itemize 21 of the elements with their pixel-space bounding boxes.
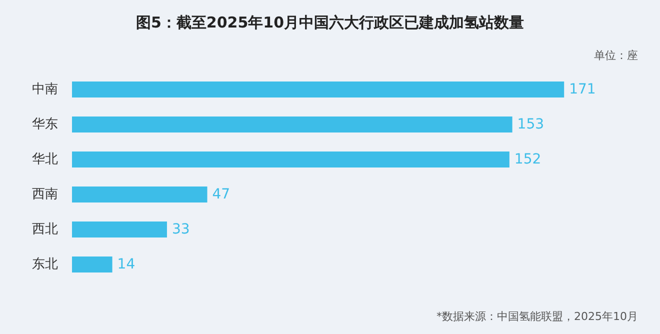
bar [72,186,208,202]
y-tick-label: 华东 [32,117,58,132]
bar [72,222,167,238]
y-tick-label: 西南 [32,187,58,202]
text: 单位：座 [594,49,638,62]
data-label: 171 [569,82,596,98]
data-label: 47 [212,186,230,202]
data-label: 33 [172,222,190,238]
bar [72,256,112,272]
y-tick-label: 东北 [32,257,58,272]
data-label: 152 [514,152,542,168]
text: *数据来源：中国氢能联盟，2025年10月 [436,310,638,323]
data-label: 14 [117,256,136,272]
bar [72,116,512,132]
bar [72,82,564,98]
y-tick-label: 华北 [32,152,58,167]
y-tick-label: 西北 [32,222,58,237]
y-tick-label: 中南 [32,82,58,97]
data-label: 153 [517,116,544,132]
bar [72,152,510,168]
chart-title: 图5：截至2025年10月中国六大行政区已建成加氢站数量 [136,14,524,32]
